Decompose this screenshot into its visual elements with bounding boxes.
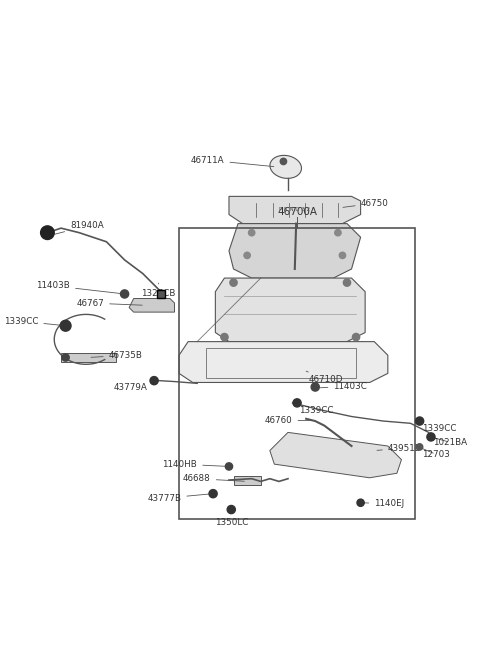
Text: 1339CC: 1339CC <box>297 403 334 415</box>
Text: 1327CB: 1327CB <box>142 283 176 298</box>
Text: 43777B: 43777B <box>147 494 210 502</box>
Polygon shape <box>233 476 261 485</box>
Circle shape <box>357 499 364 506</box>
Text: 46711A: 46711A <box>191 155 274 167</box>
Circle shape <box>417 443 423 450</box>
Text: 1140HB: 1140HB <box>162 460 226 468</box>
Circle shape <box>339 252 346 258</box>
Polygon shape <box>229 224 360 278</box>
Text: 11403B: 11403B <box>36 281 122 294</box>
Circle shape <box>416 417 424 425</box>
Circle shape <box>244 252 250 258</box>
Circle shape <box>335 230 341 236</box>
Bar <box>206 348 356 378</box>
Text: 12703: 12703 <box>422 449 450 459</box>
Polygon shape <box>61 353 116 362</box>
Circle shape <box>221 333 228 340</box>
Text: 46760: 46760 <box>265 416 315 425</box>
Polygon shape <box>229 196 360 224</box>
Text: 46750: 46750 <box>343 199 388 208</box>
Ellipse shape <box>270 155 301 178</box>
Circle shape <box>209 489 217 498</box>
Text: 46767: 46767 <box>76 298 142 308</box>
Circle shape <box>62 354 69 361</box>
Circle shape <box>343 279 350 286</box>
Text: 81940A: 81940A <box>55 221 104 234</box>
Bar <box>179 228 415 519</box>
Text: 43951B: 43951B <box>377 443 421 453</box>
Bar <box>157 290 165 298</box>
Text: 1339CC: 1339CC <box>420 421 456 433</box>
Polygon shape <box>179 342 388 382</box>
Text: 46710D: 46710D <box>306 371 343 384</box>
Circle shape <box>120 290 129 298</box>
Polygon shape <box>216 278 365 342</box>
Circle shape <box>352 333 360 340</box>
Text: 46700A: 46700A <box>277 207 317 216</box>
Text: 1021BA: 1021BA <box>433 438 468 447</box>
Circle shape <box>280 158 287 165</box>
Circle shape <box>311 383 319 391</box>
Text: 1339CC: 1339CC <box>4 317 63 325</box>
Circle shape <box>249 230 255 236</box>
Text: 46688: 46688 <box>183 474 244 483</box>
Circle shape <box>230 279 237 286</box>
Circle shape <box>41 226 54 239</box>
Text: 11403C: 11403C <box>320 382 367 390</box>
Circle shape <box>150 377 158 384</box>
Text: 46735B: 46735B <box>91 351 143 359</box>
Text: 43779A: 43779A <box>113 380 154 392</box>
Circle shape <box>427 433 435 441</box>
Circle shape <box>227 506 235 514</box>
Polygon shape <box>270 432 401 478</box>
Circle shape <box>293 399 301 407</box>
Polygon shape <box>129 298 175 312</box>
Text: 1140EJ: 1140EJ <box>363 499 404 508</box>
Circle shape <box>60 320 71 331</box>
Text: P R N D 3 2: P R N D 3 2 <box>279 207 311 212</box>
Circle shape <box>225 462 233 470</box>
Text: 1350LC: 1350LC <box>215 510 248 527</box>
